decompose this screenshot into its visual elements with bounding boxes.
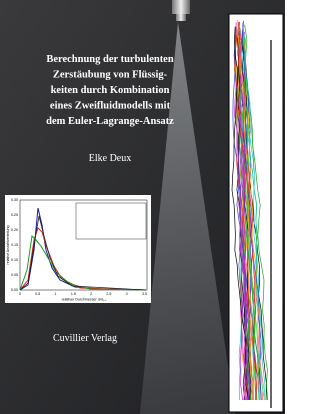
x-tick-label: 1	[55, 292, 57, 296]
legend-box	[76, 203, 146, 239]
nozzle	[172, 0, 190, 14]
title-line: dem Euler-Lagrange-Ansatz	[46, 116, 174, 127]
y-tick-label: 0.10	[11, 258, 18, 262]
y-axis-label: relative Anzahlverteilung	[6, 226, 10, 265]
author: Elke Deux	[89, 153, 132, 164]
y-tick-label: 0.05	[11, 273, 18, 277]
y-tick-label: 0.15	[11, 243, 18, 247]
publisher: Cuvillier Verlag	[53, 333, 117, 344]
x-tick-label: 3.5	[142, 292, 147, 296]
x-tick-label: 2	[90, 292, 92, 296]
y-tick-label: 0.25	[11, 213, 18, 217]
title-line: Zerstäubung von Flüssig-	[53, 70, 168, 81]
title: Berechnung der turbulenten Zerstäubung vo…	[46, 54, 174, 127]
x-axis-label: relativer Durchmesser d/d₁,₀	[62, 298, 107, 302]
x-tick-label: 0.5	[35, 292, 40, 296]
x-tick-label: 2.5	[106, 292, 111, 296]
x-tick-label: 3	[126, 292, 128, 296]
inset-figure: 0.00 0.05 0.10 0.15 0.20 0.25 0.30 0 0.5 1 1.5 2 2.5…	[5, 195, 151, 303]
title-line: keiten durch Kombination	[51, 85, 170, 96]
y-tick-label: 0.20	[11, 228, 18, 232]
x-tick-label: 1.5	[71, 292, 76, 296]
title-line: Berechnung der turbulenten	[46, 54, 174, 65]
x-tick-label: 0	[19, 292, 21, 296]
y-tick-label: 0.30	[11, 198, 18, 202]
nozzle-tip	[176, 14, 186, 21]
y-tick-label: 0.00	[11, 288, 18, 292]
book-cover: Berechnung der turbulenten Zerstäubung vo…	[0, 0, 285, 414]
title-line: eines Zweifluidmodells mit	[50, 101, 171, 112]
